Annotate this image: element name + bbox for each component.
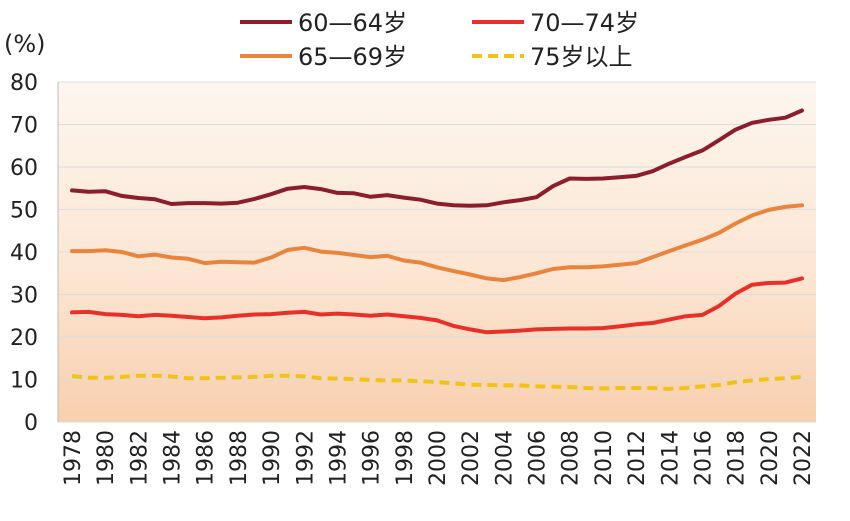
x-tick-label: 1990 (260, 430, 285, 486)
x-axis-ticks: 1978 1980 1982 1984 1986 1988 1990 1992 1994 1996… (61, 430, 816, 486)
x-tick-label: 2020 (758, 430, 783, 486)
legend-label-3: 70—74岁 (530, 9, 639, 37)
y-tick-label: 60 (10, 156, 38, 181)
x-tick-label: 1998 (393, 430, 418, 486)
series-line-1 (70, 108, 804, 208)
y-tick-label: 10 (10, 369, 38, 394)
y-axis-unit: (%) (4, 30, 46, 58)
x-tick-label: 2000 (426, 430, 451, 486)
x-tick-label: 2014 (658, 430, 683, 486)
gridlines (57, 81, 816, 423)
legend-label-1: 60—64岁 (298, 9, 407, 37)
x-tick-label: 2010 (592, 430, 617, 486)
y-tick-label: 20 (10, 326, 38, 351)
y-tick-label: 80 (10, 71, 38, 96)
x-tick-label: 1992 (293, 430, 318, 486)
x-tick-label: 2022 (791, 430, 816, 486)
x-tick-label: 1980 (94, 430, 119, 486)
x-tick-label: 2012 (625, 430, 650, 486)
y-tick-label: 70 (10, 114, 38, 139)
y-tick-label: 50 (10, 199, 38, 224)
x-tick-label: 2002 (459, 430, 484, 486)
y-axis-ticks: 0 10 20 30 40 50 60 70 80 (10, 71, 38, 436)
y-tick-label: 30 (10, 284, 38, 309)
x-tick-label: 2004 (492, 430, 517, 486)
series-layer (70, 108, 804, 391)
x-tick-label: 2018 (725, 430, 750, 486)
x-tick-label: 1986 (194, 430, 219, 486)
x-tick-label: 2016 (691, 430, 716, 486)
series-line-3 (70, 276, 804, 335)
legend: 60—64岁 70—74岁 65—69岁 75岁以上 (240, 9, 639, 71)
x-tick-label: 2008 (559, 430, 584, 486)
y-tick-label: 0 (24, 411, 38, 436)
y-tick-label: 40 (10, 241, 38, 266)
legend-label-2: 65—69岁 (298, 43, 407, 71)
x-tick-label: 1988 (227, 430, 252, 486)
x-tick-label: 2006 (526, 430, 551, 486)
series-line-4 (71, 373, 803, 391)
x-tick-label: 1996 (360, 430, 385, 486)
x-tick-label: 1994 (326, 430, 351, 486)
legend-label-4: 75岁以上 (530, 43, 633, 71)
series-line-2 (70, 203, 804, 283)
x-tick-label: 1982 (127, 430, 152, 486)
x-tick-label: 1984 (161, 430, 186, 486)
x-tick-label: 1978 (61, 430, 86, 486)
